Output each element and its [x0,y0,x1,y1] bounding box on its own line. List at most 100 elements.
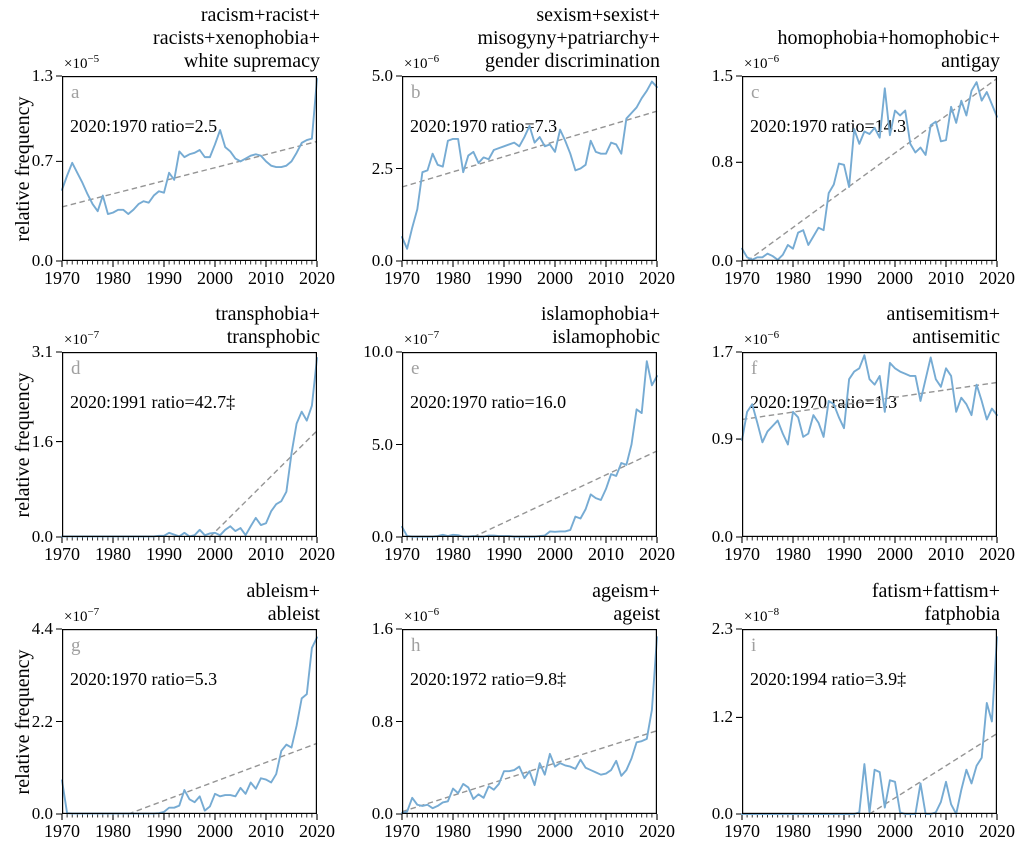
x-major-ticks [741,261,998,267]
y-tick-label: 1.5 [711,66,733,85]
y-tick-label: 0.0 [371,251,393,270]
y-axis-label: relative frequency [12,372,34,517]
trend-line [61,140,318,208]
x-tick-label: 2020 [299,821,335,841]
panel-title-line: antisemitic [912,326,1000,348]
x-tick-label: 1970 [724,544,760,564]
ratio-annotation: 2020:1970 ratio=2.5 [70,116,218,136]
panel-title-line: ageism+ [592,580,660,602]
offset-exponent: −6 [427,606,440,618]
offset-exponent: −7 [87,606,100,618]
x-major-ticks [61,537,318,543]
y-tick-label: 5.0 [371,66,393,85]
panel-title-line: gender discrimination [485,50,660,72]
x-major-ticks [61,261,318,267]
x-minor-ticks [746,814,993,818]
x-tick-label: 2000 [537,544,573,564]
y-tick-label: 1.6 [371,619,393,638]
ratio-annotation: 2020:1991 ratio=42.7‡ [70,392,236,412]
offset-base: ×10 [64,609,88,625]
y-tick-label: 0.0 [711,527,733,546]
x-tick-label: 1970 [44,544,80,564]
frequency-series-line [401,360,658,538]
frequency-series-line [741,636,998,815]
offset-base: ×10 [744,56,768,72]
x-tick-label: 2000 [197,544,233,564]
ratio-annotation: 2020:1994 ratio=3.9‡ [750,669,907,689]
x-tick-label: 1980 [435,268,471,288]
y-axis-offset-text: ×10−7 [64,329,99,349]
y-ticks [396,628,402,815]
x-tick-label: 1980 [95,544,131,564]
y-tick-label: 4.4 [31,619,53,638]
y-ticks [396,351,402,538]
x-minor-ticks [66,814,313,818]
y-tick-label: 1.7 [711,342,733,361]
offset-exponent: −6 [767,53,780,65]
x-minor-ticks [406,537,653,541]
y-ticks [736,351,742,538]
plot-area [56,628,318,820]
plot-area [736,351,998,543]
x-tick-label: 1970 [384,544,420,564]
x-tick-label: 2000 [197,268,233,288]
axes-spines [62,352,318,538]
x-tick-label: 1990 [486,544,522,564]
panel-title-line: islamophobia+ [540,303,660,325]
offset-exponent: −6 [767,329,780,341]
panel-title-line: fatism+fattism+ [871,580,1000,602]
x-tick-label: 2020 [979,268,1015,288]
offset-exponent: −6 [427,53,440,65]
x-minor-ticks [746,261,993,265]
x-tick-label: 1980 [435,821,471,841]
y-tick-label: 2.3 [711,619,733,638]
x-tick-label: 1980 [435,544,471,564]
y-tick-label: 0.0 [711,804,733,823]
panel-title-line: islamophobic [552,326,660,348]
trend-line [869,732,998,815]
x-tick-label: 1970 [44,821,80,841]
panel-title: transphobia+ transphobic [0,303,320,349]
frequency-series-line [741,354,998,446]
axes-spines [62,76,318,262]
y-tick-label: 3.1 [31,342,53,361]
x-tick-label: 2010 [928,544,964,564]
y-tick-label: 0.0 [711,251,733,270]
x-tick-label: 1980 [95,821,131,841]
x-tick-label: 1990 [146,821,182,841]
panel-title-line: antisemitism+ [886,303,1001,325]
panel-title-line: ageist [613,603,660,625]
y-ticks [56,75,62,262]
panel-title-line: misogyny+patriarchy+ [477,27,660,49]
x-tick-label: 1990 [486,821,522,841]
x-tick-label: 2010 [588,268,624,288]
offset-base: ×10 [744,609,768,625]
y-axis-offset-text: ×10−5 [64,53,99,73]
x-tick-label: 1990 [826,821,862,841]
x-tick-label: 1980 [95,268,131,288]
x-major-ticks [61,814,318,820]
x-tick-label: 1980 [775,821,811,841]
x-tick-label: 1990 [826,268,862,288]
x-tick-label: 2000 [877,268,913,288]
x-tick-label: 1970 [384,821,420,841]
panel-title: ageism+ ageist [240,580,660,626]
x-minor-ticks [66,261,313,265]
axes-spines [742,629,998,815]
offset-base: ×10 [404,332,428,348]
panel-title: antisemitism+ antisemitic [580,303,1001,349]
axes-spines [62,629,318,815]
x-minor-ticks [66,537,313,541]
x-tick-label: 2020 [639,544,675,564]
x-tick-label: 2000 [537,821,573,841]
panel-letter: g [71,635,81,656]
y-tick-label: 0.0 [31,527,53,546]
x-tick-label: 2020 [299,268,335,288]
panel-title: sexism+sexist+ misogyny+patriarchy+ gender… [240,4,660,73]
offset-base: ×10 [64,56,88,72]
y-axis-offset-text: ×10−7 [404,329,439,349]
x-tick-label: 2020 [979,544,1015,564]
frequency-series-line [741,81,998,261]
y-ticks [56,351,62,538]
x-major-ticks [741,537,998,543]
